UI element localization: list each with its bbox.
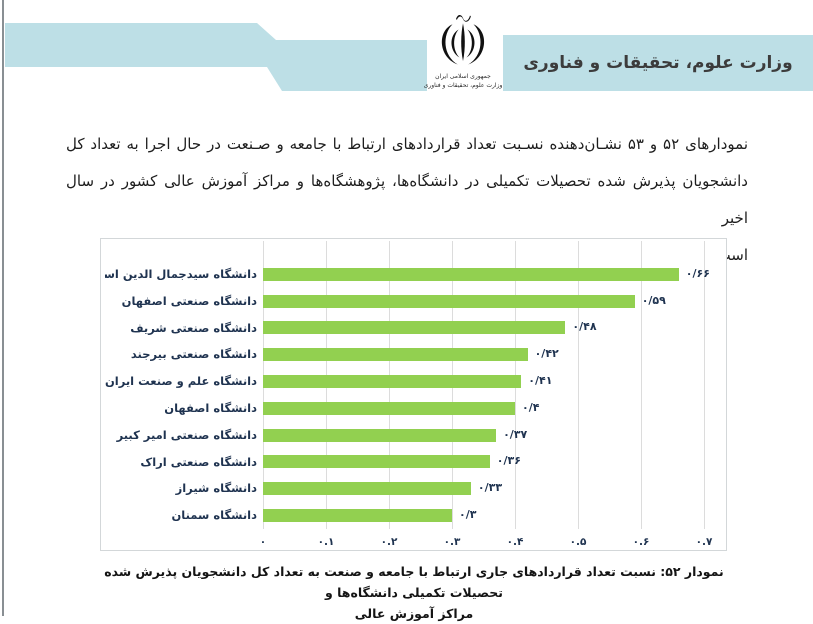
bar-value-label: ۰/۴ [522,400,540,414]
bar-row: ۰/۳۷ [263,422,726,449]
x-tick-label: ۰.۳ [443,536,461,548]
bar-9 [263,482,471,496]
logo-caption-line2: وزارت علوم، تحقیقات و فناوری [423,82,503,89]
bar-value-label: ۰/۵۹ [641,293,666,307]
x-tick-label: ۰.۱ [317,536,335,548]
figure-caption-line1: نمودار ۵۲: نسبت تعداد قراردادهای جاری ار… [104,564,724,600]
bar-8 [263,455,490,469]
bar-row: ۰/۴۲ [263,341,726,368]
category-label: دانشگاه صنعتی اصفهان [121,293,257,308]
bar-6 [263,401,515,415]
x-gridline [704,241,705,529]
category-label: دانشگاه سیدجمال الدین اسدآبادی [105,267,257,281]
bar-value-label: ۰/۴۲ [534,347,559,361]
bar-value-label: ۰/۳۳ [477,481,503,495]
banner-left-ribbon [5,23,427,91]
x-tick-label: ۰ [259,536,267,548]
category-label: دانشگاه شیراز [175,481,257,496]
x-tick-label: ۰.۷ [695,536,713,548]
bar-row: ۰/۴۱ [263,368,726,395]
x-tick-label: ۰.۲ [380,536,398,548]
bar-10 [263,509,452,523]
bar-1 [263,267,679,281]
x-tick-label: ۰.۴ [506,536,524,548]
iran-emblem-icon [441,14,485,65]
category-label: دانشگاه اصفهان [164,401,257,415]
bar-7 [263,428,497,442]
bar-3 [263,321,566,335]
bar-2 [263,294,635,308]
bar-value-label: ۰/۴۸ [572,320,597,334]
bar-value-label: ۰/۳۷ [503,427,528,441]
bar-row: ۰/۵۹ [263,288,726,315]
logo-caption-line1: جمهوری اسلامی ایران [435,73,491,80]
bar-row: ۰/۳ [263,502,726,529]
bar-row: ۰/۳۳ [263,475,726,502]
bar-row: ۰/۴۸ [263,315,726,342]
bar-row: ۰/۴ [263,395,726,422]
category-label: دانشگاه علم و صنعت ایران [105,374,257,389]
chart-box: ۰ ۰.۱ ۰.۲ ۰.۳ ۰.۴ ۰.۵ ۰.۶ ۰.۷ ۰/۶۶ ۰/۵۹ ۰/۴۸ ۰/۴۲ ۰/… [100,238,727,551]
bar-4 [263,348,528,362]
category-label: دانشگاه صنعتی اراک [140,454,257,469]
intro-line-1: نمودارهای ۵۲ و ۵۳ نشـان‌دهنده نسـبت تعدا… [66,135,748,153]
bar-row: ۰/۶۶ [263,261,726,288]
ministry-logo: جمهوری اسلامی ایران وزارت علوم، تحقیقات … [417,12,509,90]
figure-caption: نمودار ۵۲: نسبت تعداد قراردادهای جاری ار… [100,561,728,624]
intro-paragraph: نمودارهای ۵۲ و ۵۳ نشـان‌دهنده نسـبت تعدا… [66,126,748,274]
x-gridline [641,241,642,529]
plot-area: ۰ ۰.۱ ۰.۲ ۰.۳ ۰.۴ ۰.۵ ۰.۶ ۰.۷ ۰/۶۶ ۰/۵۹ ۰/۴۸ ۰/۴۲ ۰/… [260,241,726,548]
page-title: وزارت علوم، تحقیقات و فناوری [523,53,793,73]
header-banner-ribbon [5,23,813,91]
bar-value-label: ۰/۶۶ [685,266,710,280]
bar-row: ۰/۳۶ [263,449,726,476]
bar-5 [263,375,522,389]
x-tick-label: ۰.۶ [632,536,650,548]
category-label: دانشگاه صنعتی شریف [130,320,257,335]
page-edge-line [2,0,4,616]
figure-caption-line2: مراکز آموزش عالی [354,606,474,621]
category-label: دانشگاه صنعتی بیرجند [130,347,257,362]
intro-line-2: دانشجویان پذیرش شده تحصیلات تکمیلی در دا… [66,172,748,227]
banner-right-band [503,35,813,91]
category-label: دانشگاه صنعتی امیر کبیر [116,427,257,442]
x-gridline [578,241,579,529]
bar-value-label: ۰/۴۱ [528,374,553,388]
bar-value-label: ۰/۳۶ [496,454,521,468]
x-tick-label: ۰.۵ [569,536,587,548]
category-label: دانشگاه سمنان [171,508,257,523]
bar-value-label: ۰/۳ [459,508,477,522]
